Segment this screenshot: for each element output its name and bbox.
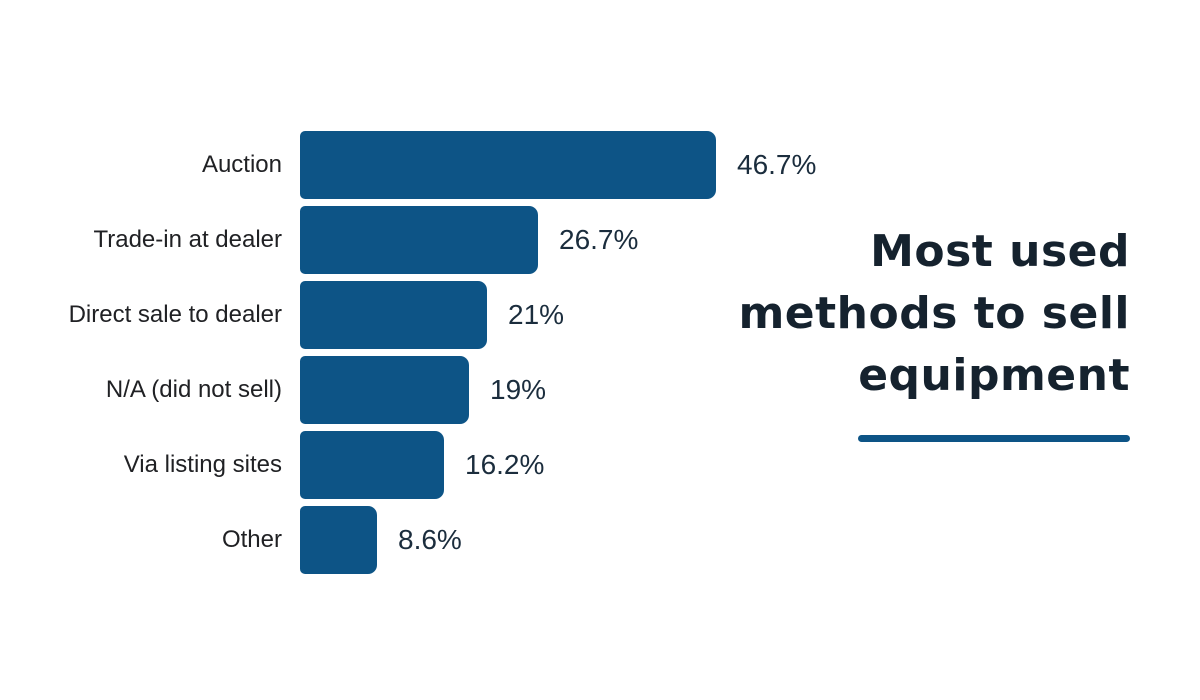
category-label: N/A (did not sell)	[105, 376, 282, 403]
bar	[300, 206, 538, 274]
value-label: 8.6%	[398, 524, 462, 555]
category-label: Via listing sites	[123, 451, 282, 478]
bar-row: N/A (did not sell) 19%	[0, 356, 1200, 424]
value-label: 46.7%	[737, 149, 817, 180]
bar-row: Direct sale to dealer 21%	[0, 281, 1200, 349]
bar	[300, 431, 444, 499]
value-label: 26.7%	[559, 224, 639, 255]
bar-row: Via listing sites 16.2%	[0, 431, 1200, 499]
bar	[300, 506, 377, 574]
category-label: Auction	[201, 151, 282, 178]
bar	[300, 131, 716, 199]
title-line-2: methods to sell	[738, 288, 1130, 339]
category-label: Trade-in at dealer	[93, 226, 282, 253]
bar-row: Trade-in at dealer 26.7%	[0, 206, 1200, 274]
value-label: 21%	[508, 299, 565, 330]
bar-row: Other 8.6%	[0, 506, 1200, 574]
category-label: Direct sale to dealer	[68, 301, 282, 328]
chart-title: Most used methods to sell equipment	[650, 221, 1130, 407]
bar	[300, 281, 487, 349]
value-label: 19%	[490, 374, 547, 405]
bar	[300, 356, 469, 424]
title-underline-rule	[858, 435, 1130, 442]
bar-row: Auction 46.7%	[0, 131, 1200, 199]
title-line-1: Most used	[870, 226, 1130, 277]
title-line-3: equipment	[858, 350, 1130, 401]
category-label: Other	[221, 526, 282, 553]
value-label: 16.2%	[465, 449, 545, 480]
